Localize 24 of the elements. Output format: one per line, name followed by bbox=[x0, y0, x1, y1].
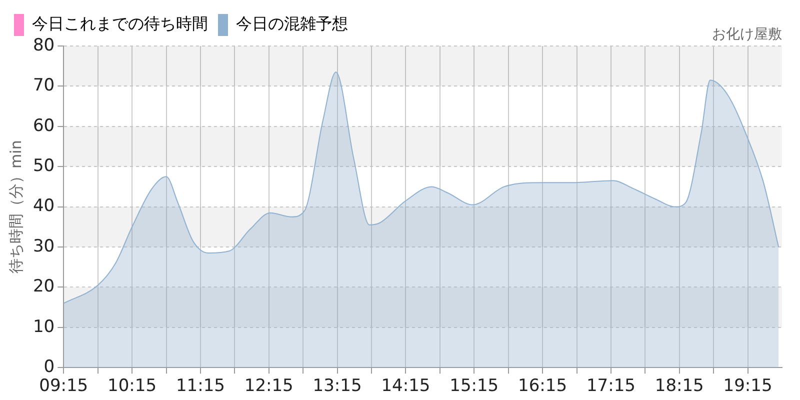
x-tick-label: 13:15 bbox=[312, 376, 362, 396]
y-tick-label: 50 bbox=[32, 156, 55, 176]
x-tick-label: 16:15 bbox=[518, 376, 568, 396]
x-tick-label: 09:15 bbox=[39, 376, 88, 396]
text: お化け屋敷 bbox=[712, 26, 782, 43]
x-tick-label: 18:15 bbox=[654, 376, 704, 396]
legend-label: 今日これまでの待ち時間 bbox=[32, 14, 208, 34]
y-tick-label: 70 bbox=[32, 76, 55, 96]
y-tick-label: 30 bbox=[32, 236, 55, 256]
x-tick-label: 10:15 bbox=[108, 376, 157, 396]
y-tick-label: 60 bbox=[32, 116, 55, 136]
y-tick-label: 10 bbox=[32, 316, 55, 337]
x-tick-label: 14:15 bbox=[381, 376, 430, 396]
y-tick-label: 0 bbox=[44, 357, 55, 378]
x-tick-label: 12:15 bbox=[244, 376, 294, 396]
x-tick-label: 11:15 bbox=[176, 376, 225, 396]
y-tick-label: 40 bbox=[32, 196, 55, 216]
x-tick-label: 17:15 bbox=[586, 376, 636, 396]
y-tick-label: 20 bbox=[32, 276, 55, 297]
legend-label: 今日の混雑予想 bbox=[236, 14, 348, 34]
y-tick-label: 80 bbox=[32, 35, 55, 56]
y-axis-title: 待ち時間（分）min bbox=[6, 140, 25, 274]
x-tick-label: 19:15 bbox=[723, 376, 772, 396]
x-tick-label: 15:15 bbox=[450, 376, 499, 396]
